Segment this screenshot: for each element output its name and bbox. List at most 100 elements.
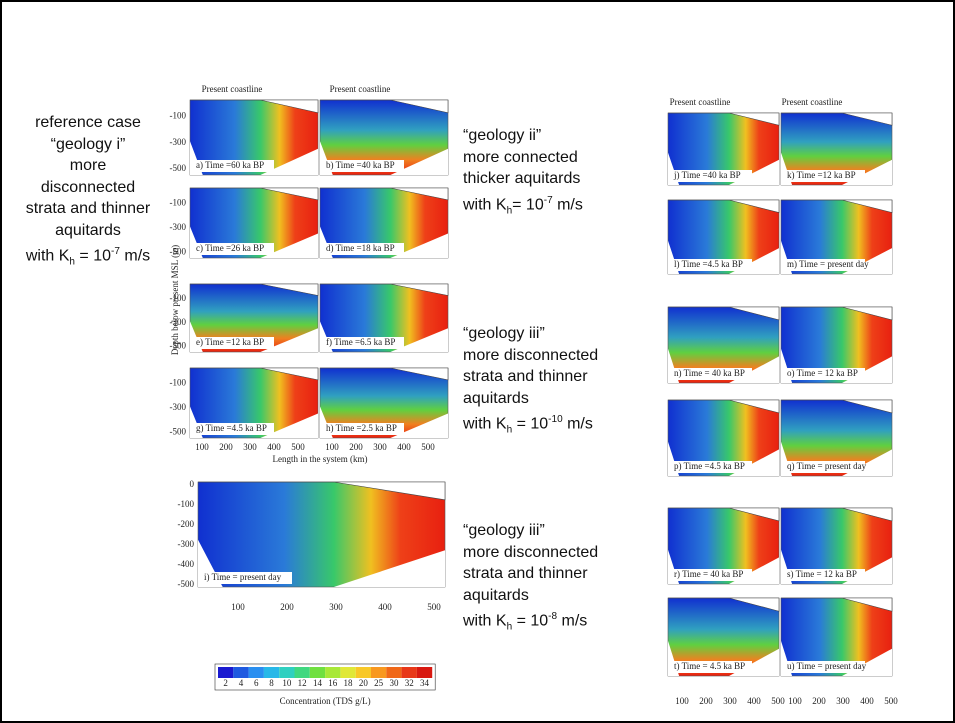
basement — [842, 557, 892, 584]
annotation-line: with Kh = 10-7 m/s — [0, 241, 178, 273]
depth-tick: -100 — [170, 293, 187, 303]
length-tick: 500 — [421, 442, 435, 452]
annotation-part: = 10 — [512, 415, 549, 433]
colorbar-tick: 30 — [389, 678, 399, 688]
colorbar-swatch — [340, 667, 356, 678]
depth-tick: -300 — [178, 539, 195, 549]
annotation: “geology iii” more disconnected strata and… — [463, 520, 598, 638]
ocean-surface — [668, 112, 780, 126]
ocean-surface — [668, 199, 780, 213]
ocean-surface — [781, 597, 893, 612]
annotation-line: “geology ii” — [463, 127, 542, 144]
length-tick: 400 — [860, 696, 874, 706]
colorbar-swatch — [325, 667, 341, 678]
panel-label-bg — [672, 259, 752, 271]
depth-tick: -100 — [178, 499, 195, 509]
basement — [190, 321, 203, 352]
annotation: reference case “geology i” more disconnecte… — [0, 112, 178, 273]
depth-tick: -300 — [170, 402, 187, 412]
depth-tick: -500 — [170, 246, 187, 256]
length-tick: 500 — [427, 602, 441, 612]
annotation-line: “geology i” — [50, 135, 126, 153]
panel-label-bg — [785, 259, 865, 271]
length-tick: 400 — [397, 442, 411, 452]
panel-label-bg — [785, 661, 865, 673]
length-tick: 300 — [243, 442, 257, 452]
panel-label-bg — [324, 160, 404, 172]
panel-label-bg — [672, 170, 752, 182]
colorbar-swatch — [294, 667, 310, 678]
panel-label-bg — [194, 160, 274, 172]
coastline-label: Present coastline — [782, 97, 843, 107]
length-tick: 200 — [280, 602, 294, 612]
panel-label: t) Time = 4.5 ka BP — [674, 661, 745, 671]
length-tick: 500 — [771, 696, 785, 706]
coastline-label: Present coastline — [670, 97, 731, 107]
annotation: “geology iii” more disconnected strata and… — [463, 323, 598, 441]
colorbar-tick: 32 — [405, 678, 414, 688]
panel-label: m) Time = present day — [787, 259, 869, 269]
annotation-part: m/s — [552, 195, 583, 213]
ocean-surface — [781, 399, 893, 414]
length-tick: 300 — [329, 602, 343, 612]
panel-label: i) Time = present day — [204, 572, 282, 582]
annotation-line: “geology iii” — [463, 522, 545, 539]
length-tick: 100 — [195, 442, 209, 452]
annotation-line: strata and thinner — [25, 200, 151, 217]
y-axis-label: Depth below present MSL (m) — [170, 245, 180, 355]
panel-label: s) Time = 12 ka BP — [787, 569, 857, 579]
ocean-surface — [190, 283, 319, 296]
annotation-line: disconnected — [40, 178, 136, 196]
length-tick: 500 — [291, 442, 305, 452]
annotation-part: h — [506, 621, 513, 633]
basement — [260, 233, 318, 258]
depth-tick: -500 — [170, 426, 187, 436]
depth-tick: 0 — [190, 479, 195, 489]
colorbar-swatch — [279, 667, 295, 678]
length-tick: 100 — [325, 442, 339, 452]
depth-tick: -300 — [170, 222, 187, 232]
depth-tick: -500 — [178, 579, 195, 589]
annotation-part: -7 — [111, 246, 120, 257]
panel-label: a) Time =60 ka BP — [196, 160, 264, 170]
basement — [260, 148, 318, 175]
basement — [842, 356, 892, 383]
basement — [842, 159, 892, 185]
annotation-part: m/s — [119, 247, 151, 265]
panel-label: u) Time = present day — [787, 661, 867, 671]
panel-label: o) Time = 12 ka BP — [787, 368, 858, 378]
ocean-surface — [190, 187, 319, 201]
panel-label-bg — [785, 461, 865, 473]
basement — [190, 226, 203, 258]
panel-label: l) Time =4.5 ka BP — [674, 259, 743, 269]
colorbar-tick: 10 — [282, 678, 292, 688]
depth-tick: -100 — [170, 111, 187, 121]
ocean-surface — [320, 187, 449, 201]
panel-label-bg — [194, 423, 274, 435]
colorbar-tick: 2 — [223, 678, 228, 688]
depth-tick: -200 — [178, 519, 195, 529]
annotation-part: with K — [463, 612, 507, 630]
length-tick: 200 — [812, 696, 826, 706]
ocean-surface — [781, 112, 893, 126]
colorbar-tick: 14 — [313, 678, 323, 688]
panel-label-bg — [785, 368, 865, 380]
annotation-line: thicker aquitards — [463, 170, 581, 187]
ocean-surface — [190, 367, 319, 381]
depth-tick: -500 — [170, 341, 187, 351]
depth-tick: -400 — [178, 559, 195, 569]
panel-label: p) Time =4.5 ka BP — [674, 461, 745, 471]
colorbar-tick: 8 — [269, 678, 274, 688]
annotation-part: -7 — [543, 194, 553, 206]
annotation-line: aquitards — [463, 389, 529, 407]
basement — [729, 449, 779, 476]
annotation-part: m/s — [557, 612, 588, 630]
panel-label: k) Time =12 ka BP — [787, 170, 856, 180]
colorbar-swatch — [386, 667, 402, 678]
annotation-line: with Kh= 10-7 m/s — [463, 190, 583, 222]
panel-label: r) Time = 40 ka BP — [674, 569, 743, 579]
length-tick: 400 — [378, 602, 392, 612]
colorbar-swatch — [263, 667, 280, 678]
